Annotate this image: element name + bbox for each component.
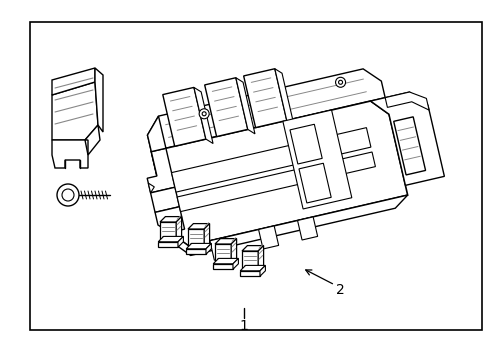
Polygon shape: [186, 243, 211, 249]
Polygon shape: [176, 217, 181, 242]
Polygon shape: [158, 242, 178, 247]
Polygon shape: [393, 117, 425, 175]
Circle shape: [338, 80, 342, 84]
Polygon shape: [213, 258, 238, 264]
Polygon shape: [240, 271, 260, 276]
Polygon shape: [52, 82, 98, 140]
Polygon shape: [274, 69, 293, 125]
Polygon shape: [213, 264, 232, 269]
Polygon shape: [385, 92, 428, 110]
Polygon shape: [205, 243, 211, 254]
Polygon shape: [171, 128, 370, 192]
Polygon shape: [232, 258, 238, 269]
Polygon shape: [240, 265, 265, 271]
Polygon shape: [194, 87, 213, 144]
Polygon shape: [95, 68, 103, 132]
Polygon shape: [178, 237, 183, 247]
Polygon shape: [147, 148, 175, 193]
Bar: [30, 22, 481, 330]
Polygon shape: [215, 244, 231, 264]
Polygon shape: [235, 78, 254, 134]
Polygon shape: [148, 183, 154, 193]
Polygon shape: [298, 163, 330, 203]
Polygon shape: [158, 237, 183, 242]
Polygon shape: [215, 239, 236, 244]
Polygon shape: [160, 222, 176, 242]
Circle shape: [199, 109, 209, 119]
Polygon shape: [163, 87, 205, 146]
Text: 2: 2: [335, 283, 344, 297]
Polygon shape: [155, 207, 184, 233]
Polygon shape: [260, 265, 265, 276]
Polygon shape: [147, 69, 385, 148]
Polygon shape: [231, 239, 236, 264]
Polygon shape: [297, 217, 317, 240]
Polygon shape: [289, 124, 322, 164]
Polygon shape: [151, 101, 407, 246]
Polygon shape: [258, 226, 278, 249]
Polygon shape: [282, 110, 351, 209]
Polygon shape: [204, 224, 209, 249]
Polygon shape: [52, 68, 95, 95]
Polygon shape: [147, 135, 186, 236]
Polygon shape: [209, 237, 229, 260]
Text: 1: 1: [239, 319, 248, 333]
Polygon shape: [147, 116, 165, 152]
Polygon shape: [187, 229, 204, 249]
Polygon shape: [243, 69, 286, 127]
Polygon shape: [177, 152, 375, 212]
Polygon shape: [370, 92, 444, 185]
Polygon shape: [150, 187, 179, 212]
Polygon shape: [52, 140, 88, 168]
Polygon shape: [160, 217, 181, 222]
Circle shape: [57, 184, 79, 206]
Polygon shape: [242, 246, 263, 251]
Polygon shape: [258, 246, 263, 271]
Circle shape: [62, 189, 74, 201]
Polygon shape: [204, 78, 247, 136]
Circle shape: [202, 112, 206, 116]
Polygon shape: [187, 224, 209, 229]
Polygon shape: [170, 195, 407, 256]
Polygon shape: [242, 251, 258, 271]
Circle shape: [335, 77, 345, 87]
Polygon shape: [186, 249, 205, 254]
Polygon shape: [85, 125, 100, 155]
